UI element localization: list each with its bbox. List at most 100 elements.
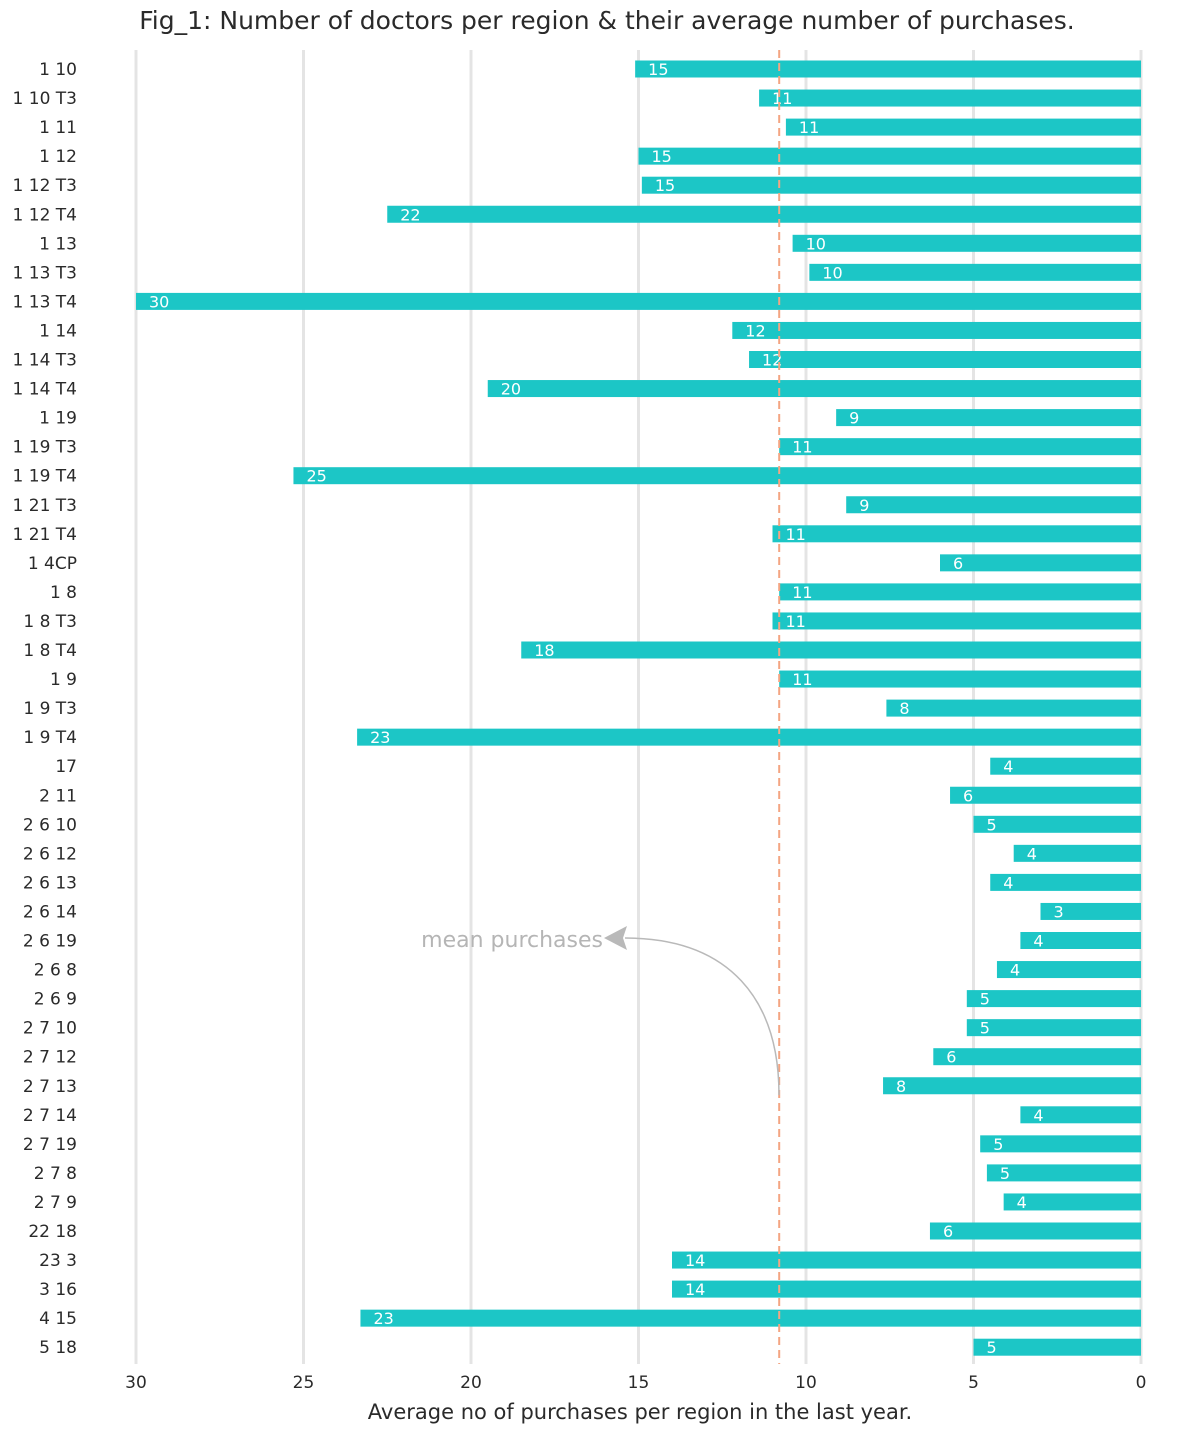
- bar-value-label: 30: [149, 292, 169, 311]
- bar-value-label: 12: [762, 351, 782, 370]
- bar: [846, 496, 1141, 514]
- bar-value-label: 14: [685, 1280, 705, 1299]
- bar: [749, 351, 1141, 368]
- category-label: 2 7 8: [34, 1164, 77, 1184]
- category-label: 1 13 T3: [13, 263, 77, 283]
- bar-value-label: 10: [806, 234, 826, 253]
- category-label: 22 18: [28, 1222, 77, 1242]
- category-label: 1 21 T4: [13, 525, 77, 545]
- bar-value-label: 6: [953, 554, 963, 573]
- annotation-arrowhead: [604, 926, 627, 950]
- bar-value-label: 4: [1003, 873, 1013, 892]
- x-tick-labels: 30 25 20 15 10 5 0: [125, 1373, 1146, 1393]
- bar-value-label: 4: [1027, 844, 1037, 863]
- bar-value-label: 5: [987, 815, 997, 834]
- category-labels: 1 10 1 10 T3 1 11 1 12 1 12 T3 1 12 T4 1 13 1 1…: [13, 60, 77, 1358]
- x-tick-label: 10: [795, 1373, 817, 1393]
- category-label: 1 11: [39, 118, 77, 138]
- bar: [966, 990, 1141, 1008]
- category-label: 1 12: [39, 147, 77, 167]
- bar-value-label: 4: [1010, 961, 1020, 980]
- bar-value-label: 11: [792, 438, 812, 457]
- category-label: 2 7 9: [34, 1193, 77, 1213]
- bar: [990, 873, 1141, 891]
- bar-value-labels: 15 11 11 15 15 22 10 10 30 12 12 20 9 11 25 9 11 6 11 11 18 1…: [149, 60, 1064, 1357]
- bar: [772, 525, 1141, 543]
- bar-value-label: 5: [980, 1019, 990, 1038]
- bar: [883, 1077, 1141, 1095]
- bar: [1020, 932, 1141, 949]
- bar: [521, 641, 1141, 659]
- bar-value-label: 5: [1000, 1164, 1010, 1183]
- category-label: 1 4CP: [28, 554, 77, 574]
- category-label: 1 10 T3: [13, 89, 77, 109]
- bar-value-label: 11: [792, 583, 812, 602]
- bar: [779, 670, 1141, 688]
- category-label: 2 6 8: [34, 961, 77, 981]
- bar: [996, 961, 1141, 979]
- bar-value-label: 5: [993, 1135, 1003, 1154]
- bar-value-label: 8: [896, 1077, 906, 1096]
- x-tick-label: 20: [460, 1373, 482, 1393]
- annotation-text: mean purchases: [421, 928, 603, 953]
- bar-value-label: 9: [859, 496, 869, 515]
- category-label: 2 6 19: [23, 932, 77, 952]
- bar-value-label: 11: [786, 525, 806, 544]
- category-label: 1 10: [39, 60, 77, 80]
- category-label: 1 8 T4: [23, 641, 77, 661]
- bar: [487, 380, 1141, 398]
- bar-value-label: 18: [534, 641, 554, 660]
- category-label: 1 14 T3: [13, 351, 77, 371]
- category-label: 1 9 T3: [23, 699, 77, 719]
- bar: [635, 60, 1141, 78]
- bar: [1020, 1106, 1141, 1124]
- bar: [980, 1135, 1141, 1153]
- bar-value-label: 5: [980, 990, 990, 1009]
- bar: [950, 786, 1141, 804]
- category-label: 1 13 T4: [13, 292, 77, 312]
- bar-value-label: 10: [822, 263, 842, 282]
- category-label: 1 19: [39, 409, 77, 429]
- category-label: 1 14: [39, 321, 77, 341]
- category-label: 1 8: [50, 583, 77, 603]
- bars: [136, 60, 1142, 1356]
- category-label: 2 7 12: [23, 1048, 77, 1068]
- annotation-arrow: [624, 937, 780, 1096]
- x-tick-label: 5: [968, 1373, 979, 1393]
- bar: [1013, 844, 1141, 862]
- bar: [1040, 902, 1141, 920]
- bar: [886, 699, 1141, 717]
- bar: [966, 1019, 1141, 1037]
- category-label: 1 8 T3: [23, 612, 77, 632]
- category-label: 23 3: [39, 1251, 77, 1271]
- category-label: 2 6 14: [23, 902, 77, 922]
- bar-value-label: 20: [501, 380, 521, 399]
- bar: [641, 176, 1141, 194]
- bar: [387, 205, 1141, 223]
- category-label: 2 6 10: [23, 815, 77, 835]
- bar-value-label: 11: [786, 612, 806, 631]
- bar-value-label: 4: [1003, 757, 1013, 776]
- bar: [293, 467, 1141, 485]
- category-label: 4 15: [39, 1309, 77, 1329]
- bar-value-label: 12: [745, 321, 765, 340]
- bar: [759, 89, 1141, 107]
- category-label: 2 7 13: [23, 1077, 77, 1097]
- bar-value-label: 25: [306, 467, 326, 486]
- category-label: 2 6 12: [23, 844, 77, 864]
- bar: [973, 815, 1141, 833]
- bar-value-label: 4: [1033, 932, 1043, 951]
- category-label: 5 18: [39, 1338, 77, 1358]
- category-label: 1 19 T4: [13, 467, 77, 487]
- bar: [1003, 1193, 1141, 1211]
- bar-value-label: 22: [400, 205, 420, 224]
- bar-value-label: 11: [799, 118, 819, 137]
- bar-value-label: 11: [772, 89, 792, 108]
- category-label: 1 14 T4: [13, 380, 77, 400]
- category-label: 2 7 19: [23, 1135, 77, 1155]
- bar: [732, 321, 1141, 339]
- category-label: 17: [55, 757, 77, 777]
- bar: [940, 554, 1141, 572]
- bar: [792, 234, 1141, 252]
